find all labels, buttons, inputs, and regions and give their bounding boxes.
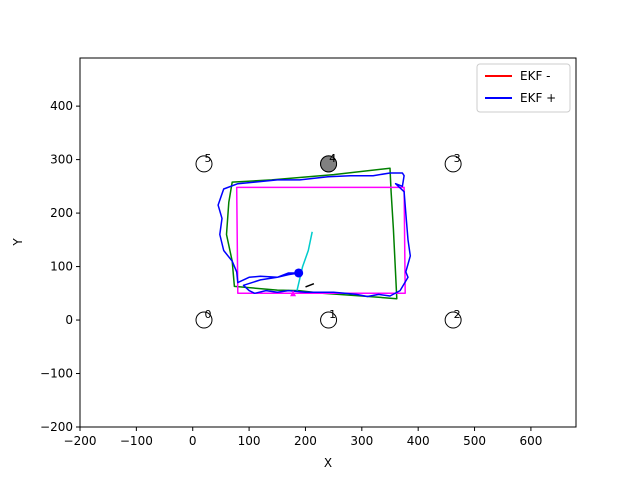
legend: EKF - EKF + [476, 63, 571, 113]
y-tick-label: 200 [50, 206, 73, 220]
y-tick-label: −200 [40, 420, 73, 434]
y-tick-label: 400 [50, 99, 73, 113]
x-tick-label: −200 [64, 434, 97, 448]
landmark-label: 5 [205, 152, 212, 165]
x-tick-label: 600 [519, 434, 542, 448]
x-tick-label: 300 [350, 434, 373, 448]
landmark-marker [444, 311, 462, 329]
target-landmark-marker [320, 155, 338, 173]
trajectory-series-4 [305, 282, 315, 288]
start-marker [290, 290, 297, 297]
legend-label-ekf-minus: EKF - [520, 69, 551, 83]
landmark-marker [195, 311, 213, 329]
landmark-marker [195, 155, 213, 173]
landmark-label-overlay: 4 [329, 152, 336, 165]
trajectory-series-1 [235, 186, 406, 295]
x-axis-label: X [324, 456, 332, 470]
x-tick-label: 100 [238, 434, 261, 448]
x-tick-label: 0 [189, 434, 197, 448]
robot-position-marker [294, 268, 304, 278]
legend-label-ekf-plus: EKF + [520, 91, 556, 105]
y-tick-label: 300 [50, 153, 73, 167]
trajectory-series-3 [296, 231, 313, 291]
landmark-marker [320, 311, 338, 329]
ticks-layer: −200 −100 0 100 200 300 400 500 600 −200 −100 0 100 2… [40, 99, 542, 448]
landmark-marker [444, 155, 462, 173]
x-tick-label: 500 [463, 434, 486, 448]
trajectory-series-0 [225, 167, 398, 300]
plot-layer: 0123454 [195, 152, 462, 329]
x-tick-label: 400 [407, 434, 430, 448]
landmark-label: 1 [329, 308, 336, 321]
y-axis-label: Y [11, 238, 25, 247]
landmark-label: 2 [454, 308, 461, 321]
y-tick-label: 100 [50, 260, 73, 274]
x-tick-label: 200 [294, 434, 317, 448]
y-tick-label: 0 [65, 313, 73, 327]
landmark-label: 3 [454, 152, 461, 165]
plot-frame [79, 57, 577, 428]
trajectory-series-2 [217, 172, 412, 298]
x-tick-label: −100 [120, 434, 153, 448]
y-tick-label: −100 [40, 367, 73, 381]
landmark-label: 0 [205, 308, 212, 321]
